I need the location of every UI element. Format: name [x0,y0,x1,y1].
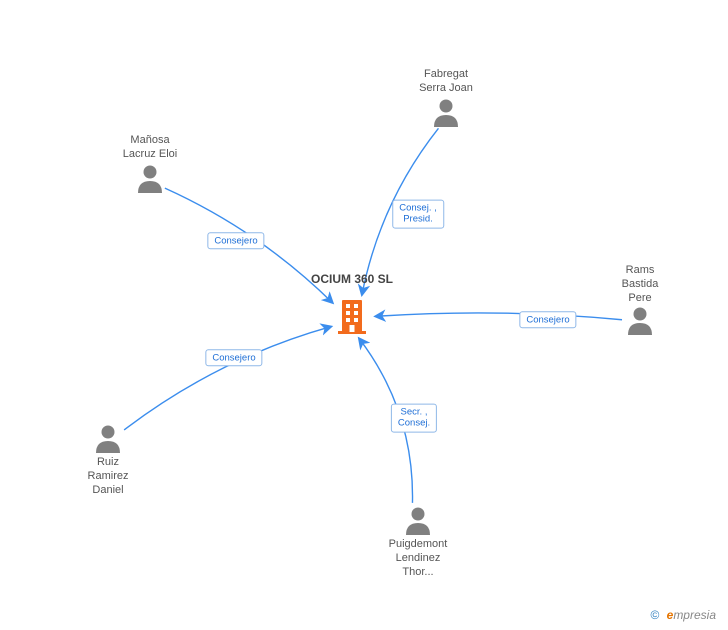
edge-label-manosa: Consejero [207,232,264,249]
company-icon [336,298,368,334]
edge-label-fabregat: Consej. , Presid. [392,200,444,229]
company-label: OCIUM 360 SL [311,272,393,286]
person-label: Rams Bastida Pere [622,264,659,305]
person-icon [626,305,654,335]
person-label: Fabregat Serra Joan [419,68,473,96]
person-icon [136,163,164,193]
person-icon [404,505,432,535]
person-label: Mañosa Lacruz Eloi [123,134,177,162]
edge-label-puigdemont: Secr. , Consej. [391,404,437,433]
edge-rams [376,313,622,320]
person-label: Puigdemont Lendinez Thor... [389,538,448,579]
watermark-brand-rest: mpresia [673,608,716,622]
watermark: © empresia [650,608,716,622]
edge-label-ruiz: Consejero [205,349,262,366]
edge-label-rams: Consejero [519,311,576,328]
person-icon [94,423,122,453]
copyright-symbol: © [650,608,659,622]
edge-ruiz [124,327,330,430]
person-label: Ruiz Ramirez Daniel [88,456,129,497]
person-icon [432,97,460,127]
